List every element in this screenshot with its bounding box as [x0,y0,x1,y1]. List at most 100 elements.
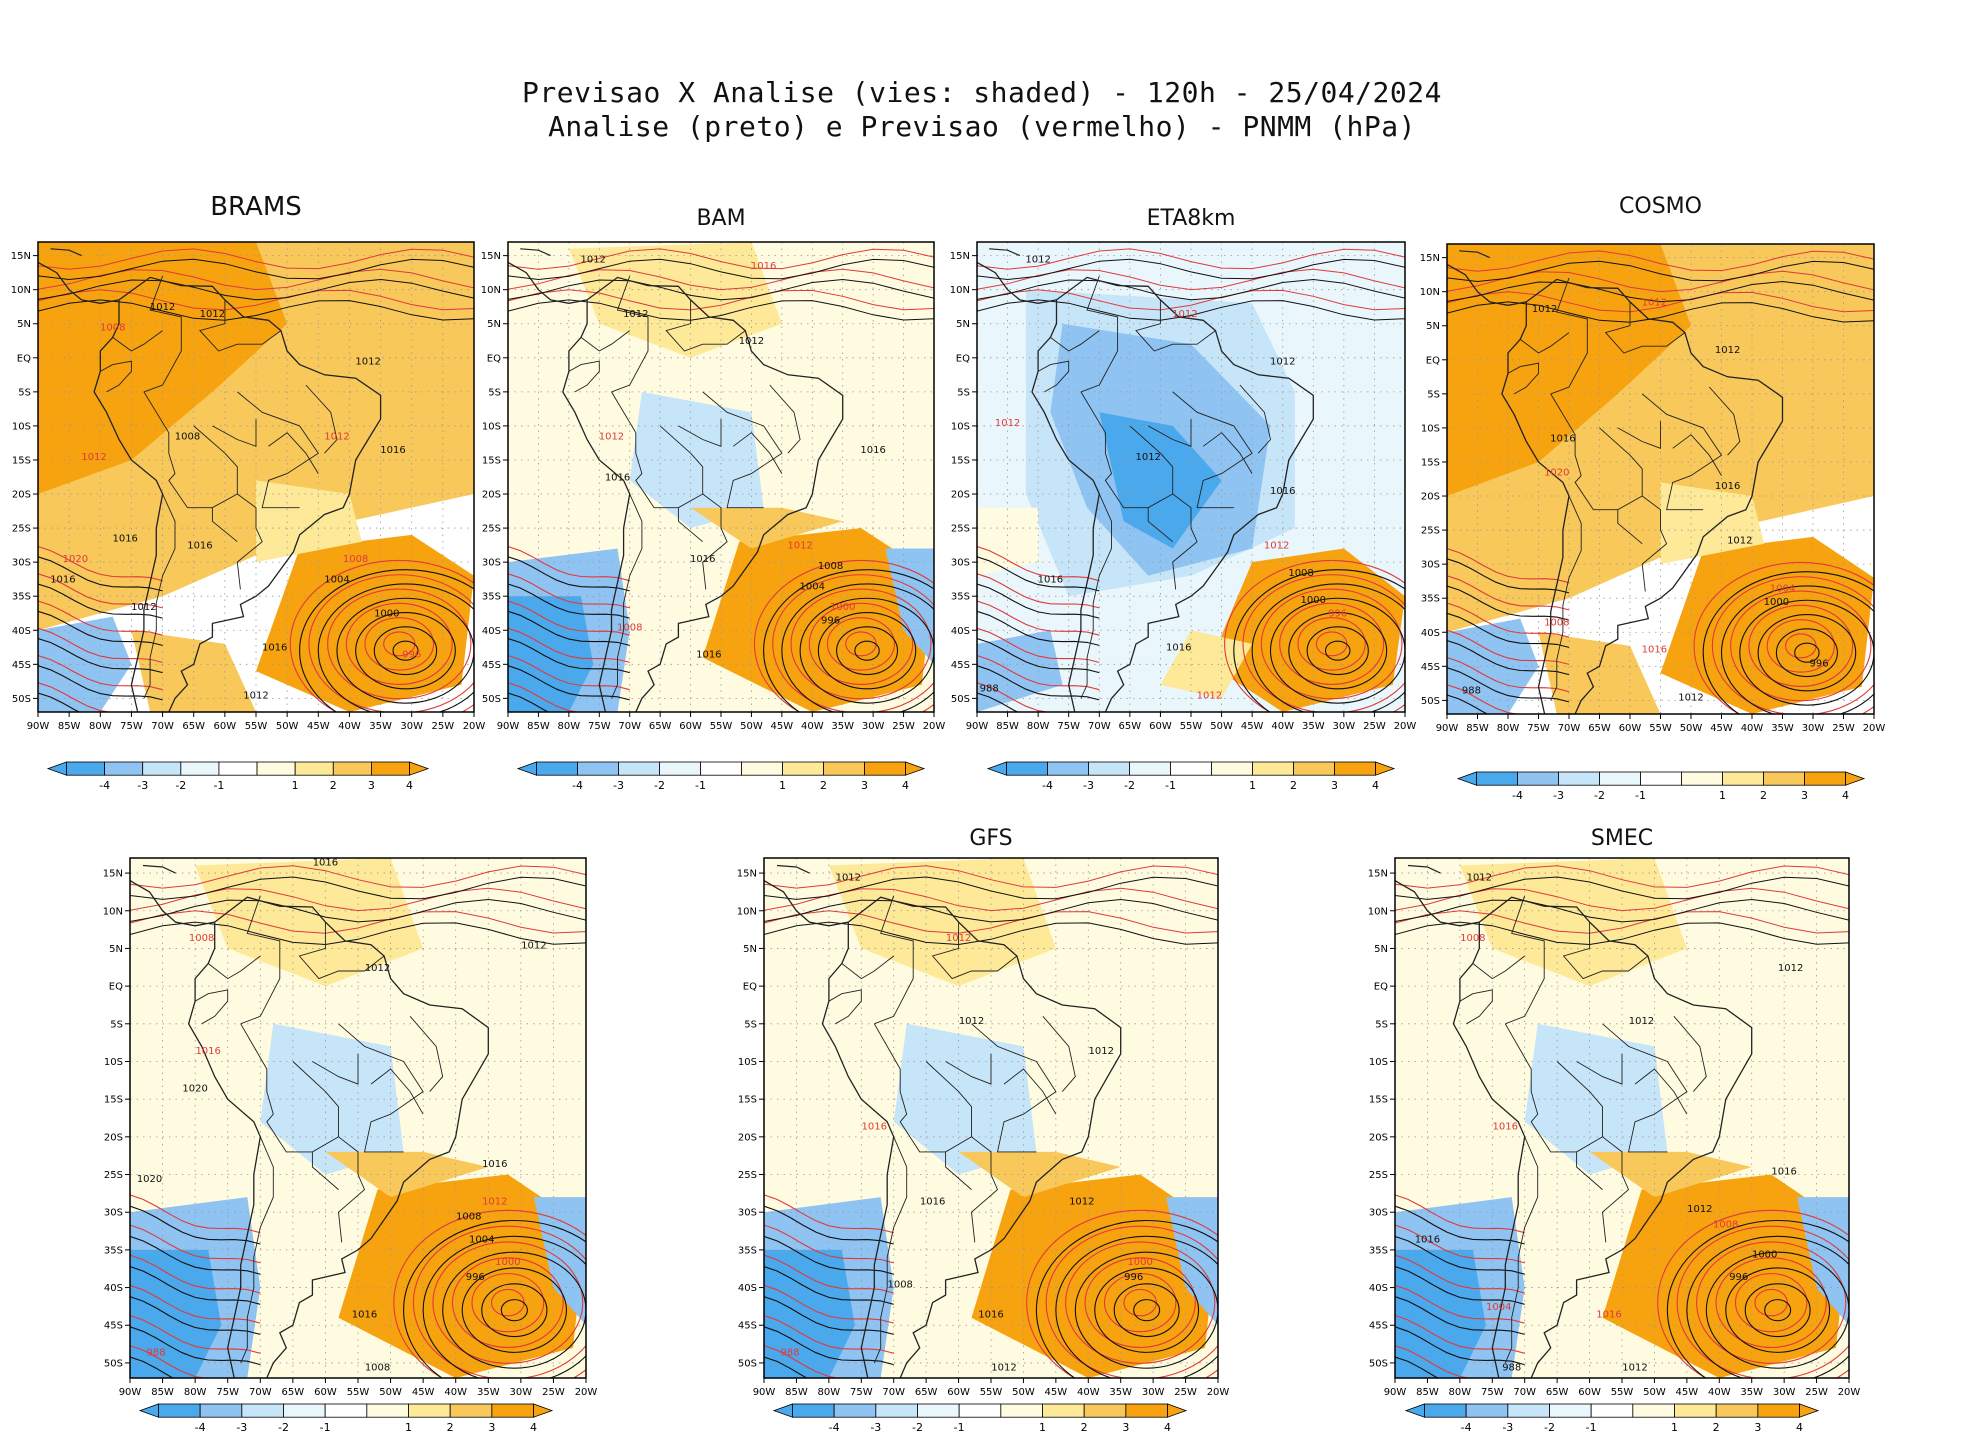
y-tick-label: 25S [12,524,31,535]
colorbar-tick-label: 2 [1290,779,1297,792]
isobar-label: 1016 [262,643,287,654]
colorbar-segment-white [218,761,258,776]
y-tick-label: 35S [1421,594,1440,605]
colorbar-segment-neg2 [618,761,660,776]
forecast-low-ring-2 [808,602,914,685]
isobar-label: 1016 [1166,643,1191,654]
isobar-label: 1012 [150,302,175,313]
forecast-isobar-n0 [38,248,474,270]
colorbar-segment-pos1 [366,1403,409,1418]
analysis-low-ring-4 [317,583,474,712]
isobar-label: 1012 [365,963,390,974]
isobar-label: 1008 [1288,568,1313,579]
forecast-isobar-0 [1447,547,1570,584]
y-tick-label: 40S [482,626,501,637]
y-tick-label: 5S [957,387,970,398]
y-tick-label: 5N [109,944,123,955]
forecast-low-ring-2 [1715,1257,1827,1349]
colorbar-segment-neg3 [833,1403,877,1418]
isobar-label: 1012 [521,940,546,951]
x-tick-label: 70W [1513,1387,1536,1398]
y-tick-label: 10N [1420,287,1440,298]
colorbar-tick-label: 4 [1796,1421,1803,1434]
x-tick-label: 70W [618,721,641,732]
colorbar-tick-label: 2 [330,779,337,792]
isobar-label: 988 [1502,1362,1521,1373]
colorbar-segment-neg3 [577,761,619,776]
y-tick-label: 10S [482,421,501,432]
forecast-isobar-3 [977,627,1100,663]
country-border-0 [611,275,649,393]
colorbar-segment-neg1 [1549,1403,1592,1418]
x-tick-label: 25W [432,721,455,732]
x-tick-label: 90W [1436,723,1459,734]
x-tick-label: 30W [1333,721,1356,732]
panel-title: GFS [969,826,1013,851]
colorbar-tick-label: -3 [1083,779,1094,792]
colorbar-tick-label: -2 [654,779,665,792]
colorbar-segment-pos3 [1715,1403,1759,1418]
country-border-10 [1634,1068,1688,1115]
y-tick-label: 15N [481,251,501,262]
x-tick-label: 85W [785,1387,808,1398]
bias-region-pos3 [325,1151,489,1198]
x-tick-label: 55W [245,721,268,732]
isobar-label: 1012 [200,309,225,320]
panel-title: SMEC [1590,826,1654,851]
country-border-11 [1576,1053,1623,1085]
isobar-label: 1016 [1415,1234,1440,1245]
analysis-low-ring-1 [836,626,899,676]
isobar-label: 1008 [617,622,642,633]
isobar-label: 1016 [862,1121,887,1132]
coastline-central-america-north [1459,250,1490,259]
analysis-low-ring-5 [763,569,934,712]
y-tick-label: 40S [1421,628,1440,639]
country-border-1 [143,391,238,509]
colorbar-arrow-left [138,1403,159,1418]
y-tick-label: 10N [481,285,501,296]
forecast-isobar-4 [130,1314,261,1354]
coastline-south-america [187,896,489,1378]
bias-region-pos3 [690,507,843,549]
forecast-low-ring-3 [432,1241,584,1364]
forecast-isobar-n2 [130,910,586,934]
analysis-isobar-5 [508,692,550,712]
colorbar-segment-pos4 [1757,1403,1800,1418]
x-tick-label: 85W [996,721,1019,732]
x-tick-label: 75W [1481,1387,1504,1398]
country-border-9 [1708,386,1741,456]
x-tick-label: 90W [966,721,989,732]
colorbar-tick-label: -2 [1124,779,1135,792]
colorbar-segment-pos4 [491,1403,534,1418]
colorbar-tick-label: 1 [1671,1421,1678,1434]
y-tick-label: 40S [951,626,970,637]
coastline-south-america [1501,278,1784,714]
x-tick-label: 75W [216,1387,239,1398]
x-tick-label: 50W [379,1387,402,1398]
forecast-low-ring-1 [471,1273,545,1333]
colorbar-arrow-left [1456,771,1477,786]
forecast-isobar-n2 [1447,291,1874,313]
analysis-isobar-3 [977,637,1100,674]
analysis-isobar-1 [977,583,1100,619]
x-tick-label: 50W [276,721,299,732]
colorbar-tick-label: 3 [861,779,868,792]
analysis-isobar-n1 [508,278,934,301]
y-tick-label: 20S [951,490,970,501]
bias-region-neg3 [1797,1197,1849,1326]
x-tick-label: 35W [369,721,392,732]
y-tick-label: 15S [738,1095,757,1106]
colorbar-segment-white [1170,761,1212,776]
country-border-2 [1604,301,1686,354]
country-border-9 [1673,1016,1707,1092]
x-tick-label: 65W [649,721,672,732]
bias-region-pos2 [195,858,424,987]
chart-title-line1: Previsao X Analise (vies: shaded) - 120h… [522,76,1442,109]
country-border-4 [311,1151,339,1190]
x-tick-label: 55W [1649,723,1672,734]
isobar-label: 1008 [343,554,368,565]
country-border-3 [1641,495,1668,592]
analysis-low-ring-0 [1764,1299,1792,1322]
country-border-4 [945,1151,972,1190]
x-tick-label: 35W [477,1387,500,1398]
